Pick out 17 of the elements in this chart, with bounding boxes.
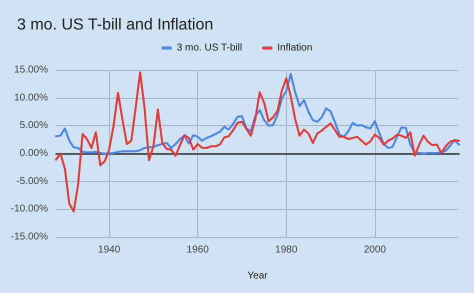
y-tick-label: 10.00% bbox=[14, 92, 48, 104]
line-series bbox=[55, 72, 460, 154]
line-series bbox=[55, 71, 460, 212]
legend-label: 3 mo. US T-bill bbox=[176, 42, 242, 54]
chart-title: 3 mo. US T-bill and Inflation bbox=[17, 16, 214, 34]
y-tick-label: 15.00% bbox=[14, 64, 48, 76]
legend-label: Inflation bbox=[277, 42, 312, 54]
y-tick-label: 0.00% bbox=[20, 148, 48, 159]
x-tick-label: 1960 bbox=[186, 244, 210, 256]
x-tick-label: 1940 bbox=[98, 244, 121, 256]
y-tick-label: -5.00% bbox=[16, 176, 48, 187]
y-tick-label: 5.00% bbox=[20, 120, 48, 132]
x-tick-label: 1980 bbox=[275, 244, 298, 256]
x-axis-title: Year bbox=[247, 270, 268, 282]
y-tick-label: -10.00% bbox=[10, 204, 48, 215]
x-tick-label: 2000 bbox=[364, 244, 386, 256]
y-tick-label: -15.00% bbox=[10, 232, 48, 242]
